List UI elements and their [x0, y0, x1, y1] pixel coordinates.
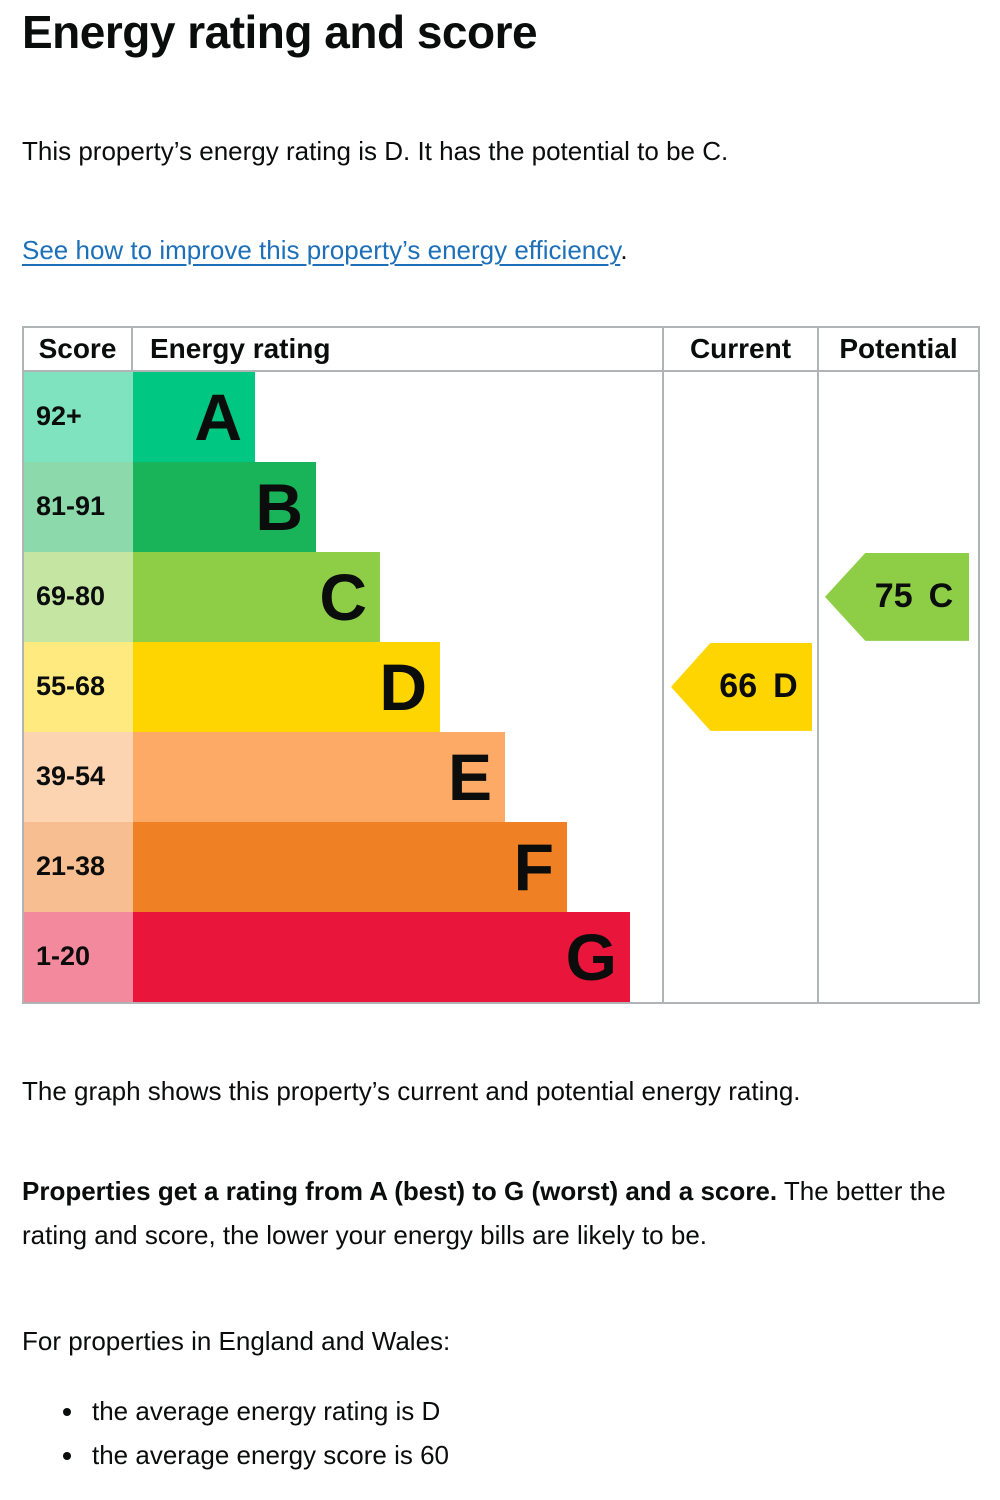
rating-summary-text: This property’s energy rating is D. It h… — [22, 135, 729, 166]
average-rating-item: the average energy rating is D — [86, 1389, 985, 1433]
improve-link-line: See how to improve this property’s energ… — [22, 228, 985, 272]
band-row-d: D — [133, 641, 662, 732]
band-letter-g: G — [565, 919, 617, 994]
score-range-a: 92+ — [24, 371, 133, 462]
rating-explanation: Properties get a rating from A (best) to… — [22, 1169, 985, 1257]
band-letter-e: E — [447, 739, 492, 814]
region-heading: For properties in England and Wales: — [22, 1325, 451, 1356]
column-header-score: Score — [24, 327, 133, 372]
score-range-b: 81-91 — [24, 461, 133, 552]
current-rating-column: 66 D — [662, 371, 817, 1002]
band-letter-f: F — [513, 829, 554, 904]
potential-score-value: 75 — [874, 577, 913, 616]
score-range-c: 69-80 — [24, 551, 133, 642]
page-title: Energy rating and score — [22, 6, 538, 58]
average-score-item: the average energy score is 60 — [86, 1433, 985, 1477]
score-range-e: 39-54 — [24, 731, 133, 822]
band-letter-c: C — [319, 559, 367, 634]
averages-list: the average energy rating is D the avera… — [22, 1389, 985, 1477]
band-letter-d: D — [379, 649, 427, 724]
score-range-f: 21-38 — [24, 821, 133, 912]
graph-caption: The graph shows this property’s current … — [22, 1075, 801, 1106]
band-row-f: F — [133, 821, 662, 912]
band-row-a: A — [133, 371, 662, 462]
potential-rating-letter: C — [928, 577, 954, 616]
band-row-g: G — [133, 911, 662, 1002]
score-range-d: 55-68 — [24, 641, 133, 732]
current-score-value: 66 — [719, 667, 758, 706]
potential-rating-arrow: 75 C — [825, 552, 969, 641]
improve-efficiency-link[interactable]: See how to improve this property’s energ… — [22, 234, 621, 265]
band-letter-a: A — [194, 379, 242, 454]
current-rating-letter: D — [773, 667, 798, 706]
band-row-c: C — [133, 551, 662, 642]
current-rating-arrow: 66 D — [671, 642, 812, 731]
band-letter-b: B — [255, 469, 303, 544]
band-row-e: E — [133, 731, 662, 822]
potential-rating-column: 75 C — [817, 371, 978, 1002]
column-header-potential: Potential — [817, 327, 978, 372]
rating-explanation-rest: The better the rating and score, the low… — [22, 1175, 946, 1250]
rating-explanation-bold: Properties get a rating from A (best) to… — [22, 1175, 778, 1206]
improve-link-period: . — [620, 234, 628, 265]
band-row-b: B — [133, 461, 662, 552]
column-header-energy-rating: Energy rating — [133, 328, 662, 372]
epc-rating-table: Score Energy rating Current Potential 92… — [22, 325, 980, 1004]
score-range-g: 1-20 — [24, 911, 133, 1002]
column-header-current: Current — [662, 327, 817, 372]
